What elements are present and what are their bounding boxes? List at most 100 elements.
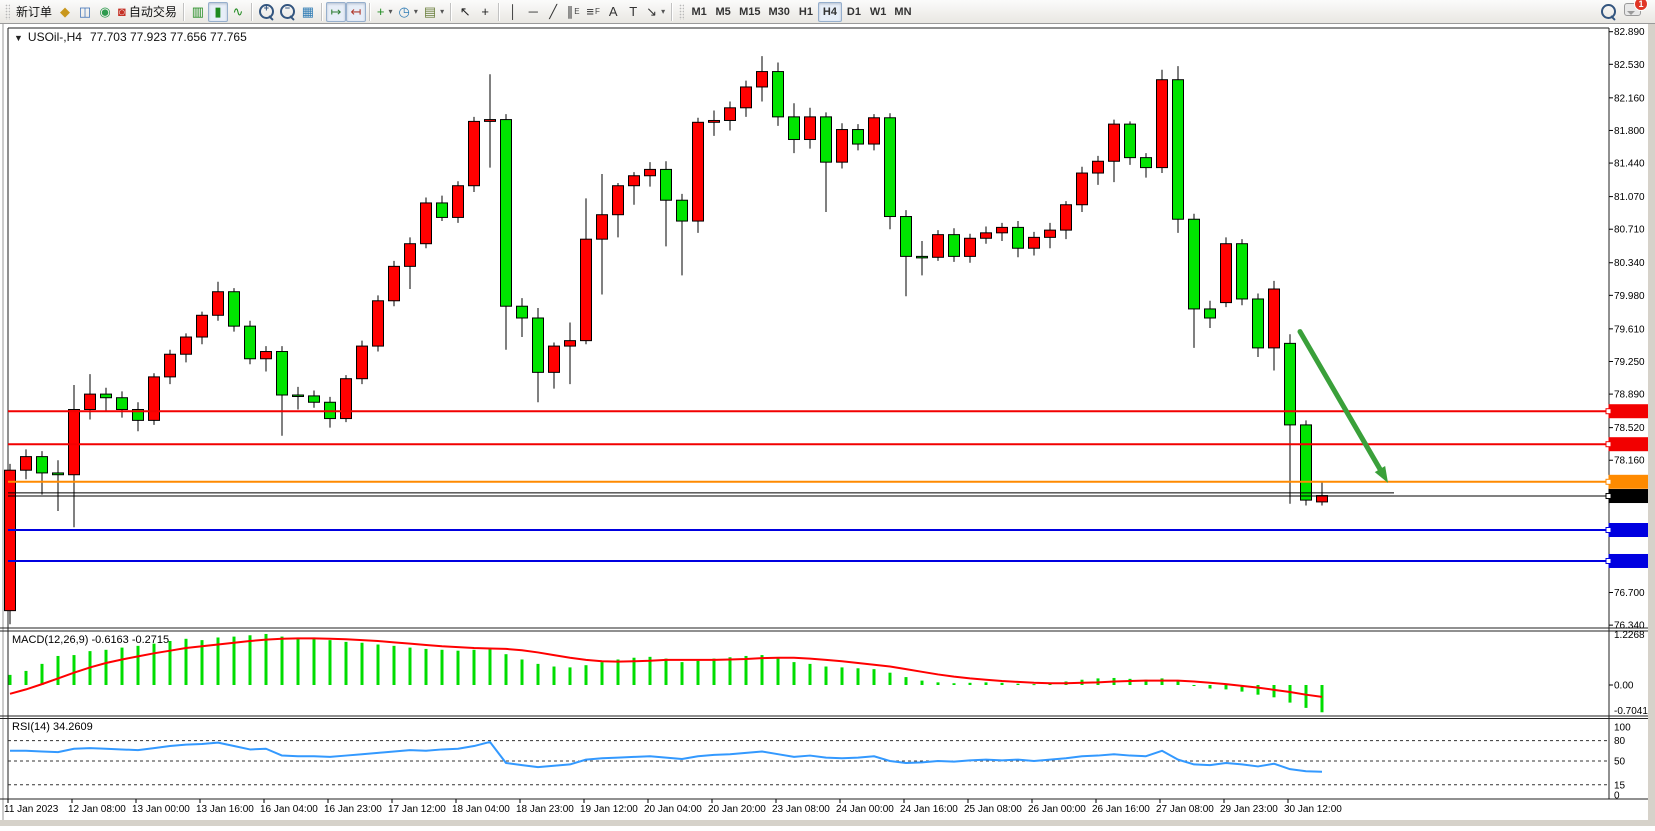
macd-bar (472, 649, 476, 685)
periods-button[interactable]: ◷ ▾ (396, 2, 421, 22)
macd-bar (600, 662, 604, 685)
horizontal-line-button[interactable]: ─ (523, 2, 543, 22)
bear-candle (228, 291, 240, 327)
macd-bar (360, 642, 364, 685)
timeframe-mn-button[interactable]: MN (894, 5, 912, 18)
bear-candle (500, 119, 512, 307)
timeframe-m15-button[interactable]: M15 (739, 5, 761, 18)
candlestick-chart-button[interactable]: ▮ (207, 1, 228, 22)
trendline-button[interactable]: ╱ (543, 2, 563, 22)
line-chart-button[interactable]: ∿ (228, 2, 248, 22)
macd-bar (648, 656, 652, 685)
bull-candle (1028, 236, 1040, 249)
templates-button[interactable]: ▤ ▾ (421, 2, 447, 22)
macd-bar (1320, 685, 1324, 713)
macd-bar (456, 650, 460, 685)
macd-bar (712, 658, 716, 685)
macd-bar (616, 659, 620, 685)
bear-candle (308, 395, 320, 403)
macd-bar (1272, 685, 1276, 698)
macd-bar (376, 644, 380, 685)
macd-bar (8, 674, 12, 685)
crosshair-button[interactable]: + (475, 2, 495, 22)
macd-bar (232, 636, 236, 685)
bull-candle (836, 129, 848, 163)
bear-candle (772, 71, 784, 118)
zoom-in-button[interactable]: + (256, 2, 277, 22)
tile-windows-button[interactable]: ▦ (298, 2, 318, 22)
bull-candle (68, 409, 80, 476)
timeframe-m5-button[interactable]: M5 (715, 5, 731, 18)
bull-candle (564, 340, 576, 347)
cursor-button[interactable]: ↖ (455, 2, 475, 22)
hline-icon: ─ (528, 4, 538, 19)
macd-bar (120, 647, 124, 685)
line-anchor-marker (1605, 557, 1612, 564)
macd-bar (1224, 685, 1228, 690)
fibonacci-button[interactable]: ≡ F (583, 2, 603, 22)
bull-candle (164, 353, 176, 378)
time-axis-label: 16 Jan 04:00 (260, 804, 318, 815)
time-axis-label: 24 Jan 00:00 (836, 804, 894, 815)
text-label-button[interactable]: T (623, 2, 643, 22)
arrow-tool-icon: ↘ (646, 4, 658, 19)
macd-label: MACD(12,26,9) -0.6163 -0.2715 (12, 634, 169, 646)
macd-bar (488, 648, 492, 685)
icon-subscript: E (574, 7, 580, 16)
indicators-button[interactable]: + ▾ (374, 2, 396, 22)
timeframe-w1-button[interactable]: W1 (869, 5, 887, 18)
rsi-value: 34.2609 (52, 721, 93, 733)
trend-arrow-head[interactable] (1374, 466, 1388, 483)
terminal-button[interactable]: ◫ (75, 2, 95, 22)
bull-candle (340, 378, 352, 420)
chart-canvas[interactable]: 82.890 82.530 82.160 81.800 81.440 81.070 80.7… (0, 24, 1655, 826)
bear-candle (516, 305, 528, 319)
new-order-button[interactable]: 新订单 (13, 2, 55, 22)
cube-icon: ◆ (60, 4, 71, 19)
bull-candle (1076, 172, 1088, 206)
timeframe-m1-button[interactable]: M1 (691, 5, 707, 18)
price-tick-label: 80.710 (1614, 225, 1645, 236)
price-tick-label: 80.340 (1614, 258, 1645, 269)
arrows-tool-button[interactable]: ↘ ▾ (643, 2, 668, 22)
collapse-triangle-icon[interactable]: ▼ (14, 33, 23, 43)
bull-candle (708, 119, 720, 123)
time-axis-label: 30 Jan 12:00 (1284, 804, 1342, 815)
timeframe-h1-button[interactable]: H1 (798, 5, 813, 18)
rsi-scale-label: 15 (1614, 780, 1626, 791)
macd-zero-label: 0.00 (1614, 681, 1634, 692)
bar-chart-button[interactable]: ▥ (188, 2, 208, 22)
macd-bar (744, 655, 748, 685)
autotrading-button[interactable]: ◙ 自动交易 (115, 2, 180, 22)
macd-bar (968, 682, 972, 685)
notifications-button[interactable]: 1 (1624, 0, 1648, 21)
macd-bar (520, 659, 524, 685)
trend-arrow-shaft[interactable] (1297, 329, 1383, 472)
time-axis-label: 26 Jan 16:00 (1092, 804, 1150, 815)
workspace-button[interactable]: ◆ (55, 2, 75, 22)
macd-bar (1016, 683, 1020, 685)
text-button[interactable]: A (603, 2, 623, 22)
chart-area[interactable]: ▼ USOil-,H4 77.703 77.923 77.656 77.765 MA… (0, 24, 1655, 826)
auto-scroll-button[interactable]: ↦ (325, 1, 346, 22)
bear-candle (532, 317, 544, 373)
chart-shift-button[interactable]: ↤ (345, 1, 366, 22)
timeframe-m30-button[interactable]: M30 (768, 5, 790, 18)
time-axis-label: 25 Jan 08:00 (964, 804, 1022, 815)
zoom-out-button[interactable]: − (277, 2, 298, 22)
macd-bar (1304, 685, 1308, 708)
macd-bar (552, 666, 556, 685)
macd-bar (312, 637, 316, 685)
vertical-line-button[interactable]: │ (503, 2, 523, 22)
timeframe-h4-button[interactable]: H4 (817, 1, 842, 22)
search-icon[interactable] (1601, 4, 1616, 19)
bull-candle (740, 86, 752, 109)
timeframe-d1-button[interactable]: D1 (846, 5, 861, 18)
chevron-down-icon: ▾ (413, 7, 418, 16)
bear-candle (1124, 123, 1136, 159)
time-axis-label: 20 Jan 20:00 (708, 804, 766, 815)
equidistant-channel-button[interactable]: ∥ E (563, 2, 583, 22)
bull-candle (404, 243, 416, 267)
signals-button[interactable]: ◉ (95, 2, 115, 22)
bull-candle (388, 265, 400, 302)
